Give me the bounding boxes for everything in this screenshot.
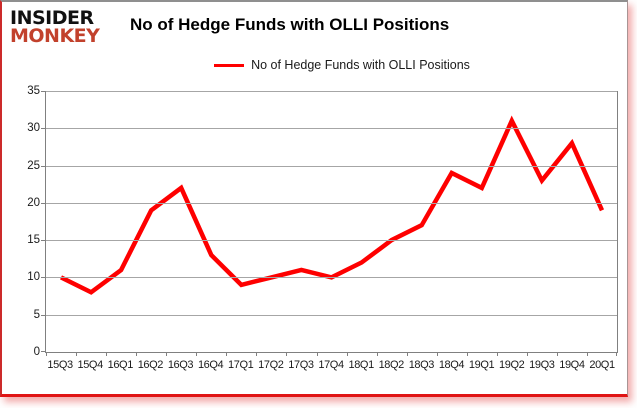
x-axis-label: 20Q1 <box>589 359 615 371</box>
logo-text-monkey: MONKEY <box>10 25 100 48</box>
x-axis-label: 18Q1 <box>348 359 374 371</box>
gridline <box>46 240 617 242</box>
insider-monkey-logo: INSIDER MONKEY <box>10 7 100 48</box>
y-axis-label: 10 <box>27 271 40 284</box>
x-axis: 15Q3 15Q4 16Q1 16Q2 16Q3 16Q4 17Q1 17Q2 17Q3 17Q4… <box>45 359 617 371</box>
y-axis-label: 15 <box>27 234 40 247</box>
y-axis-label: 0 <box>33 346 40 358</box>
x-axis-label: 19Q2 <box>499 359 525 371</box>
x-axis-label: 16Q4 <box>197 359 224 371</box>
x-axis-tick <box>466 352 468 356</box>
gridline <box>46 128 617 130</box>
x-axis-tick <box>196 352 198 356</box>
x-axis-tick <box>616 352 617 356</box>
x-axis-tick <box>316 352 318 356</box>
series-line-svg <box>60 115 605 295</box>
x-axis-tick <box>256 352 258 356</box>
x-axis-label: 16Q2 <box>137 359 164 371</box>
x-axis-label: 16Q3 <box>167 359 194 371</box>
x-axis-tick <box>436 352 438 356</box>
y-axis-label: 30 <box>27 122 40 135</box>
x-axis-label: 17Q3 <box>288 359 314 371</box>
x-axis-tick <box>526 352 528 356</box>
chart-card: INSIDER MONKEY No of Hedge Funds with OL… <box>0 0 628 397</box>
x-axis-label: 19Q4 <box>559 359 585 371</box>
y-axis-tick <box>41 351 45 352</box>
gridline <box>46 165 617 167</box>
plot-area <box>41 91 618 356</box>
x-axis-label: 15Q3 <box>47 359 73 371</box>
x-axis-label: 17Q2 <box>258 359 284 371</box>
y-axis: 0 5 10 15 20 25 30 35 <box>4 85 40 358</box>
x-axis-tick <box>496 352 498 356</box>
x-axis-tick <box>556 352 558 356</box>
gridline <box>46 314 617 316</box>
x-axis-tick <box>586 352 588 356</box>
x-axis-tick <box>136 352 138 356</box>
gridline <box>46 91 617 92</box>
x-axis-tick <box>166 352 168 356</box>
x-axis-label: 18Q2 <box>378 359 405 371</box>
logo-text-insider: INSIDER <box>10 7 94 29</box>
x-axis-label: 16Q1 <box>107 359 134 371</box>
y-axis-label: 20 <box>27 196 40 209</box>
x-axis-tick <box>76 352 78 356</box>
y-axis-tick <box>41 314 45 316</box>
x-axis-label: 18Q3 <box>408 359 435 371</box>
y-axis-tick <box>41 202 45 204</box>
x-axis-tick <box>406 352 408 356</box>
y-axis-tick <box>41 91 45 92</box>
x-axis-label: 18Q4 <box>438 359 465 371</box>
gridline <box>46 202 617 204</box>
x-axis-label: 17Q4 <box>318 359 344 371</box>
legend-label: No of Hedge Funds with OLLI Positions <box>251 58 470 72</box>
x-axis-tick <box>106 352 108 356</box>
series-line <box>60 115 605 295</box>
x-axis-label: 19Q3 <box>529 359 555 371</box>
legend-line-swatch <box>214 63 245 67</box>
y-axis-label: 35 <box>27 85 40 97</box>
x-axis-tick <box>376 352 378 356</box>
y-axis-label: 5 <box>33 308 40 321</box>
y-axis-tick <box>41 128 45 130</box>
x-axis-label: 15Q4 <box>77 359 104 371</box>
x-axis-tick <box>46 352 47 356</box>
x-axis-label: 19Q1 <box>468 359 495 371</box>
y-axis-tick <box>41 277 45 279</box>
gridline <box>46 277 617 279</box>
y-axis-tick <box>41 240 45 242</box>
x-axis-tick <box>286 352 288 356</box>
y-axis-tick <box>41 165 45 167</box>
legend: No of Hedge Funds with OLLI Positions <box>2 58 627 72</box>
x-axis-label: 17Q1 <box>228 359 254 371</box>
y-axis-label: 25 <box>27 159 40 172</box>
x-axis-tick <box>226 352 228 356</box>
chart-title: No of Hedge Funds with OLLI Positions <box>130 15 450 34</box>
x-axis-tick <box>346 352 348 356</box>
